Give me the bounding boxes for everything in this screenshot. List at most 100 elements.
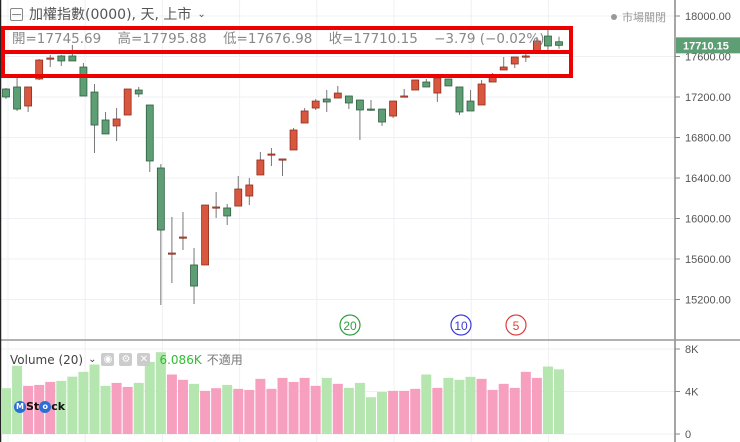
volume-bar — [443, 377, 454, 434]
candle-body — [234, 188, 243, 207]
low-value: 低=17676.98 — [223, 31, 313, 47]
candle — [477, 79, 486, 106]
price-tick-label: 15600.00 — [685, 254, 731, 266]
candle — [101, 111, 110, 135]
candle-body — [444, 78, 453, 87]
mstock-logo: M St o ck — [14, 400, 65, 413]
ma-marker-label: 5 — [513, 319, 520, 333]
candle-body — [167, 252, 176, 255]
candle — [344, 95, 353, 110]
candle-body — [477, 83, 486, 106]
candle-body — [267, 153, 276, 156]
candle — [256, 151, 265, 176]
candle — [24, 86, 33, 112]
candle — [212, 191, 221, 218]
open-value: 開=17745.69 — [12, 31, 102, 47]
candle — [223, 204, 232, 225]
candle-body — [555, 41, 563, 46]
candle-body — [344, 95, 353, 104]
volume-bar — [23, 385, 34, 434]
candle-body — [389, 100, 398, 117]
candle-body — [223, 207, 232, 217]
candle-body — [145, 104, 154, 162]
close-value: 收=17710.15 — [328, 31, 418, 47]
candle — [79, 62, 88, 97]
candle — [190, 247, 198, 305]
price-tick-label: 16800.00 — [685, 133, 731, 145]
candle — [422, 78, 431, 88]
volume-bar — [200, 390, 211, 434]
candle — [322, 90, 331, 112]
candle-body — [289, 129, 298, 151]
symbol-header[interactable]: 加權指數(0000), 天, 上市 ⌄ — [10, 4, 206, 24]
candle-body — [179, 236, 187, 239]
volume-bar — [476, 378, 487, 434]
candle — [156, 164, 165, 305]
volume-bar — [56, 380, 67, 434]
status-dot-icon — [611, 14, 617, 20]
candle-body — [422, 81, 431, 88]
candle-body — [24, 86, 33, 107]
eye-icon[interactable]: ◉ — [101, 353, 115, 366]
candle-body — [400, 95, 409, 98]
price-tick-label: 18000.00 — [685, 11, 731, 23]
volume-bar — [388, 390, 399, 434]
market-status: 市場關閉 — [611, 9, 666, 25]
volume-bar — [421, 374, 432, 434]
candle-body — [212, 206, 221, 209]
candle-body — [35, 59, 44, 80]
volume-bar — [111, 382, 122, 434]
volume-bar — [542, 366, 553, 434]
candle-body — [13, 86, 21, 110]
volume-bar — [233, 388, 244, 434]
price-tick-label: 16400.00 — [685, 173, 731, 185]
volume-na: 不適用 — [206, 353, 243, 367]
volume-bar — [399, 390, 410, 434]
candle-body — [134, 89, 143, 95]
candle-body — [101, 119, 110, 135]
ma-marker-circle — [339, 314, 361, 336]
symbol-title[interactable]: 加權指數(0000), 天, 上市 — [29, 7, 192, 23]
volume-bar — [365, 397, 376, 434]
candle-body — [68, 55, 77, 62]
volume-bar — [498, 383, 509, 434]
volume-bar — [100, 385, 111, 434]
candle — [112, 108, 121, 142]
volume-legend: Volume (20) ⌄ ◉ ⚙ ✕ 6.086K 不適用 — [10, 351, 243, 368]
volume-bar — [432, 387, 443, 434]
candle — [367, 100, 375, 111]
volume-bar — [133, 382, 144, 434]
candle — [378, 108, 386, 126]
price-tick-label: 15200.00 — [685, 295, 731, 307]
candle — [433, 77, 442, 102]
candle — [145, 104, 154, 173]
high-value: 高=17795.88 — [117, 31, 207, 47]
ma-marker-circle — [450, 314, 472, 336]
candle-body — [79, 66, 88, 97]
gear-icon[interactable]: ⚙ — [119, 353, 133, 366]
candle — [46, 54, 55, 68]
volume-bar — [155, 352, 166, 434]
candle — [400, 89, 409, 98]
ma-marker-circle — [505, 314, 527, 336]
close-icon[interactable]: ✕ — [137, 353, 151, 366]
candle — [499, 57, 508, 71]
candle — [278, 158, 287, 176]
candle-body — [333, 92, 342, 99]
candle-body — [499, 66, 508, 71]
candle — [466, 90, 475, 112]
volume-bar — [255, 378, 266, 434]
candle-body — [367, 108, 375, 111]
volume-bar — [288, 381, 299, 434]
chevron-down-icon[interactable]: ⌄ — [197, 8, 206, 20]
volume-bar — [277, 377, 288, 434]
volume-bar — [454, 379, 465, 434]
ohlc-readout: 開=17745.69 高=17795.88 低=17676.98 收=17710… — [12, 27, 557, 47]
candle — [245, 178, 254, 206]
volume-bar — [332, 383, 343, 434]
candle — [444, 78, 453, 87]
volume-label[interactable]: Volume (20) — [10, 352, 84, 367]
collapse-icon[interactable] — [10, 7, 23, 21]
chevron-down-icon[interactable]: ⌄ — [88, 354, 97, 365]
